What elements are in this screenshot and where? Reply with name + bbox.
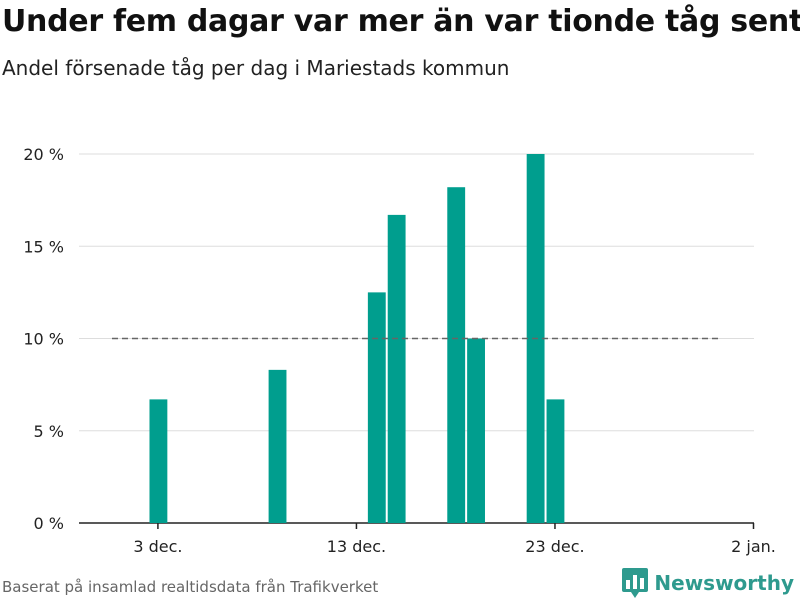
bar (447, 187, 466, 523)
bar (149, 399, 168, 523)
y-tick-label: 0 % (34, 514, 64, 533)
x-tick-label: 3 dec. (133, 537, 182, 556)
bar (367, 292, 386, 523)
newsworthy-logo-icon (622, 568, 649, 598)
y-tick-label: 10 % (23, 330, 64, 349)
chart-title: Under fem dagar var mer än var tionde tå… (2, 4, 800, 39)
bar (546, 399, 565, 523)
brand-name: Newsworthy (654, 571, 794, 595)
bar (268, 369, 287, 523)
y-tick-label: 20 % (23, 145, 64, 164)
bar (387, 214, 406, 523)
bar (467, 338, 485, 523)
brand-logo: Newsworthy (622, 568, 794, 598)
x-tick-label: 13 dec. (327, 537, 386, 556)
x-tick-label: 23 dec. (525, 537, 584, 556)
chart-subtitle: Andel försenade tåg per dag i Mariestads… (2, 56, 510, 80)
y-tick-label: 5 % (34, 422, 64, 441)
y-tick-label: 15 % (23, 237, 64, 256)
x-tick-label: 2 jan. (731, 537, 776, 556)
source-note: Baserat på insamlad realtidsdata från Tr… (2, 578, 379, 596)
